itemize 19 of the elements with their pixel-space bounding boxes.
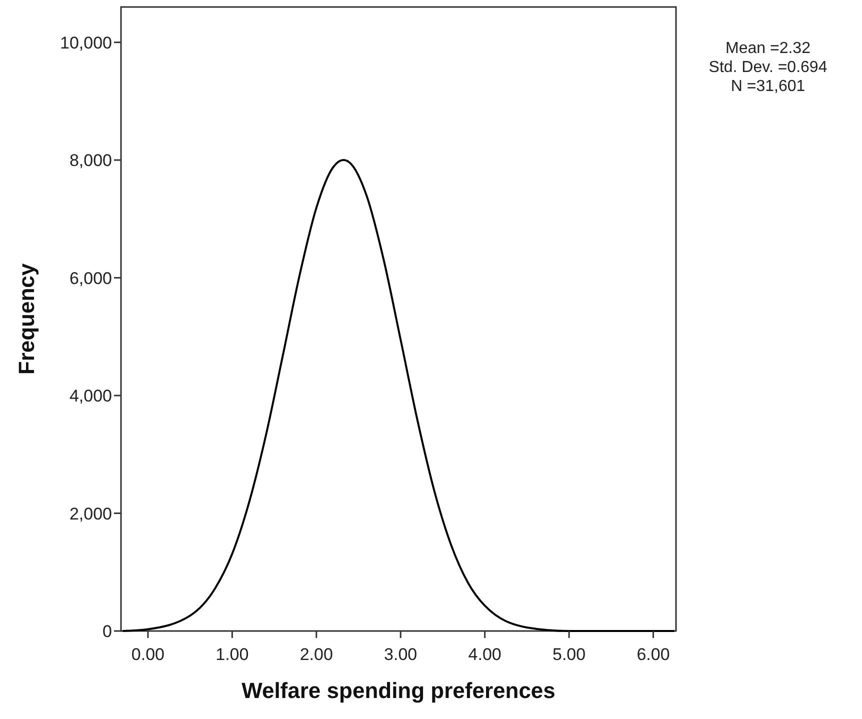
x-tick-label: 2.00 [300,645,333,664]
line-series [122,159,676,632]
y-tick-label: 6,000 [69,268,112,288]
x-tick-label: 3.00 [384,645,418,664]
x-tick-label: 0.00 [131,645,164,664]
y-axis-title: Frequency [14,262,39,375]
text: N =31,601 [730,78,806,95]
text: Std. Dev. =0.694 [708,59,828,76]
y-tick-label: 4,000 [69,386,112,406]
y-tick-label: 2,000 [69,504,112,524]
x-tick-label: 4.00 [468,645,502,664]
y-tick-label: 10,000 [60,33,112,52]
x-tick-label: 6.00 [636,645,670,664]
x-tick-label: 1.00 [216,645,249,664]
y-tick-label: 8,000 [69,151,112,170]
y-tick-label: 0 [102,622,112,641]
text: Mean =2.32 [726,40,811,57]
x-tick-label: 5.00 [552,645,586,664]
x-axis-title: Welfare spending preferences [242,678,556,703]
